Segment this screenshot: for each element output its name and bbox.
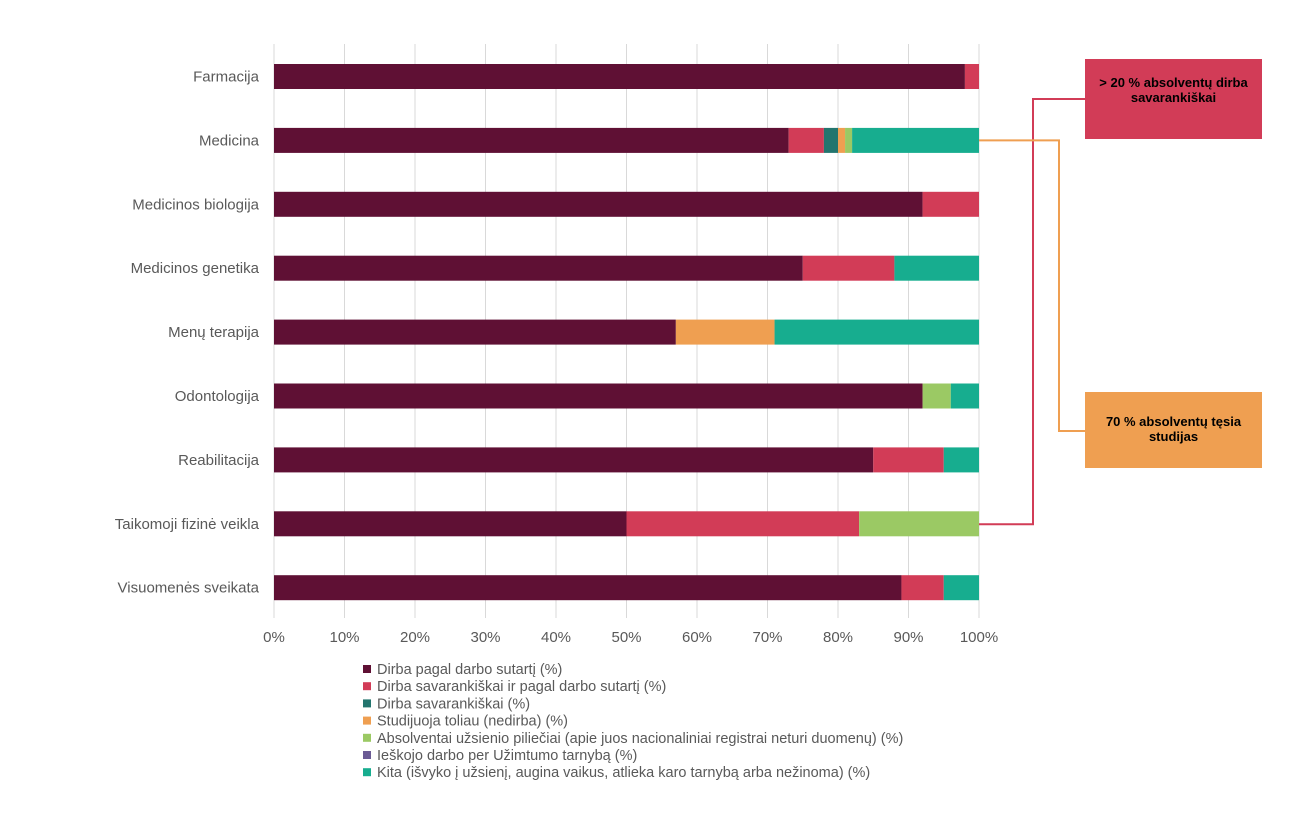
bar-segment: [950, 383, 979, 409]
bar-segment: [922, 383, 951, 409]
legend-label: Absolventai užsienio piliečiai (apie juo…: [377, 731, 903, 747]
legend: Dirba pagal darbo sutartį (%)Dirba savar…: [363, 662, 903, 781]
bar-segment: [838, 127, 846, 153]
legend-swatch: [363, 716, 371, 725]
bar-segment: [823, 127, 838, 153]
x-tick-label: 20%: [400, 629, 430, 646]
bar-segment: [943, 447, 979, 473]
category-label: Menų terapija: [168, 324, 260, 341]
x-tick-label: 40%: [541, 629, 571, 646]
legend-label: Dirba savarankiškai (%): [377, 696, 530, 712]
legend-label: Dirba savarankiškai ir pagal darbo sutar…: [377, 679, 666, 695]
category-label: Medicinos genetika: [131, 260, 260, 277]
bar-segment: [274, 447, 874, 473]
category-label: Reabilitacija: [178, 452, 260, 469]
callout-continuing-studies: 70 % absolventų tęsia studijas: [1085, 392, 1262, 468]
x-tick-label: 10%: [329, 629, 359, 646]
bar-segment: [802, 255, 895, 281]
bar-segment: [901, 575, 944, 601]
bar-segment: [274, 383, 923, 409]
legend-label: Kita (išvyko į užsienį, augina vaikus, a…: [377, 765, 870, 781]
bar-segment: [894, 255, 979, 281]
bar-segment: [943, 575, 979, 601]
bar-segment: [274, 511, 627, 537]
legend-swatch: [363, 665, 371, 673]
x-tick-label: 60%: [682, 629, 712, 646]
x-tick-label: 0%: [263, 629, 285, 646]
connector-self-employed: [979, 98, 1085, 526]
bar-segment: [873, 447, 944, 473]
x-tick-label: 70%: [752, 629, 782, 646]
bar-segment: [274, 575, 902, 601]
connector-continuing-studies: [979, 139, 1085, 432]
callout-self-employed: > 20 % absolventų dirba savarankiškai: [1085, 59, 1262, 139]
legend-label: Studijuoja toliau (nedirba) (%): [377, 714, 568, 730]
legend-swatch: [363, 682, 371, 691]
bar-segment: [626, 511, 860, 537]
x-tick-label: 50%: [611, 629, 641, 646]
bar-segment: [274, 191, 923, 217]
bar-segment: [859, 511, 979, 537]
legend-swatch: [363, 699, 371, 708]
bar-segment: [675, 319, 775, 345]
bar-segment: [852, 127, 979, 153]
bar-segment: [964, 64, 979, 89]
legend-swatch: [363, 733, 371, 742]
bar-segment: [774, 319, 979, 345]
x-tick-label: 80%: [823, 629, 853, 646]
category-label: Medicinos biologija: [132, 196, 259, 213]
x-tick-label: 90%: [893, 629, 923, 646]
legend-swatch: [363, 751, 371, 759]
legend-label: Ieškojo darbo per Užimtumo tarnybą (%): [377, 748, 637, 764]
bar-segment: [274, 127, 789, 153]
category-label: Odontologija: [175, 388, 260, 405]
category-label: Farmacija: [193, 69, 260, 86]
callout-connectors: [979, 98, 1085, 526]
callout-self-employed-text: > 20 % absolventų dirba savarankiškai: [1099, 75, 1248, 105]
category-label: Taikomoji fizinė veikla: [115, 516, 260, 533]
legend-swatch: [363, 768, 371, 777]
x-tick-label: 100%: [960, 629, 998, 646]
x-tick-label: 30%: [470, 629, 500, 646]
bar-segment: [274, 319, 676, 345]
bar-segment: [274, 255, 803, 281]
bar-segment: [788, 127, 824, 153]
bar-segment: [922, 191, 979, 217]
legend-label: Dirba pagal darbo sutartį (%): [377, 662, 562, 678]
category-label: Visuomenės sveikata: [118, 580, 260, 597]
bar-segment: [274, 64, 965, 89]
bar-segment: [845, 127, 853, 153]
category-label: Medicina: [199, 132, 260, 149]
callout-continuing-studies-text: 70 % absolventų tęsia studijas: [1105, 414, 1242, 444]
x-axis-ticks: 0% 10% 20% 30% 40% 50% 60% 70% 80% 90% 100%: [263, 629, 998, 646]
category-labels: Farmacija Medicina Medicinos biologija Medi…: [115, 69, 260, 597]
bars: [274, 64, 979, 601]
